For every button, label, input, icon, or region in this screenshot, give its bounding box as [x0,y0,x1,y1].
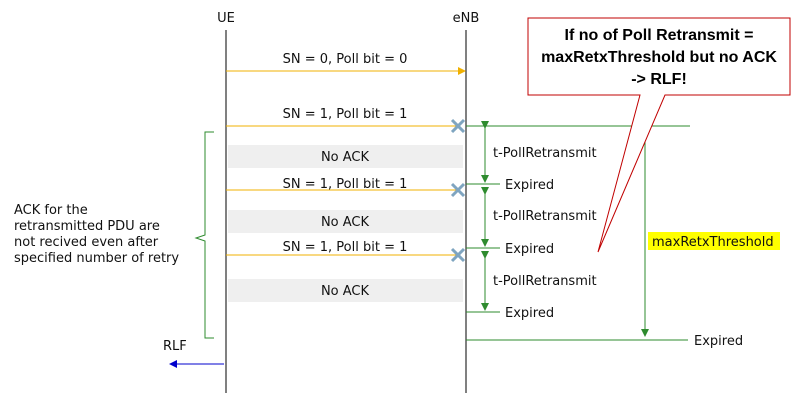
rlf-label: RLF [163,339,187,354]
callout-line1: If no of Poll Retransmit = [565,27,754,44]
ue-label: UE [217,11,235,26]
no-ack-box [228,279,463,302]
message-label: SN = 1, Poll bit = 1 [283,107,408,122]
brace-note-line4: specified number of retry [14,251,179,266]
message-label: SN = 1, Poll bit = 1 [283,177,408,192]
callout-line2: maxRetxThreshold but no ACK [541,49,777,66]
retry-brace [194,131,214,339]
threshold-highlight [648,232,780,250]
no-ack-label: No ACK [321,215,370,230]
callout-box [527,17,791,253]
timer-label: t-PollRetransmit [493,274,597,289]
lost-x-icon [450,247,466,263]
expired-label: Expired [505,178,554,193]
callout-line3: -> RLF! [631,71,687,88]
no-ack-box [228,145,463,168]
timer-label: t-PollRetransmit [493,209,597,224]
expired-label: Expired [505,242,554,257]
no-ack-box [228,210,463,233]
lost-x-icon [450,182,466,198]
brace-note-line1: ACK for the [14,203,88,218]
message-label: SN = 0, Poll bit = 0 [283,52,408,67]
no-ack-label: No ACK [321,150,370,165]
brace-note-line3: not recived even after [14,235,159,250]
lost-x-icon [450,118,466,134]
threshold-expired-label: Expired [694,334,743,349]
enb-label: eNB [453,11,480,26]
threshold-label: maxRetxThreshold [652,235,774,250]
message-label: SN = 1, Poll bit = 1 [283,240,408,255]
brace-note-line2: retransmitted PDU are [14,219,160,234]
expired-label: Expired [505,306,554,321]
no-ack-label: No ACK [321,284,370,299]
timer-label: t-PollRetransmit [493,146,597,161]
